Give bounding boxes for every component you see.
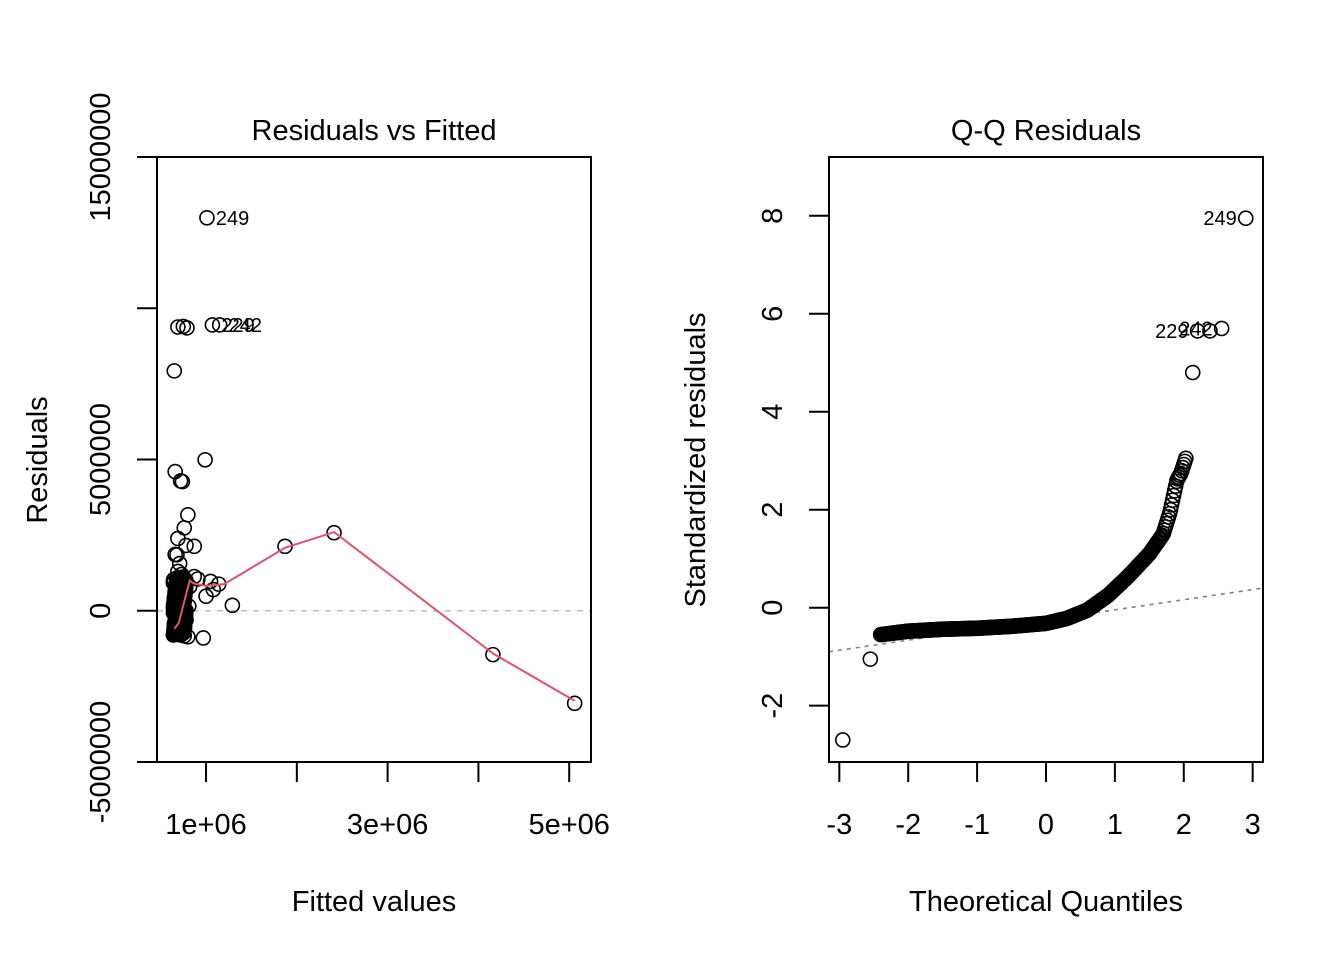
x-tick-label: 0 — [1038, 809, 1054, 841]
data-point — [326, 524, 342, 541]
data-point — [1237, 210, 1254, 227]
data-point — [180, 507, 196, 523]
x-tick-label: -2 — [895, 809, 921, 841]
y-tick-label: 4 — [757, 404, 789, 420]
y-tick-label: 2 — [757, 502, 789, 518]
data-point — [171, 555, 188, 572]
data-point — [174, 473, 191, 490]
x-tick-label: 5e+06 — [528, 809, 609, 841]
plot-frame — [828, 156, 1264, 763]
x-tick-label: -1 — [964, 809, 990, 841]
smoother-line — [173, 530, 576, 702]
y-axis-label: Residuals — [22, 396, 54, 523]
data-point — [186, 538, 203, 555]
point-label: 229 — [1155, 321, 1188, 343]
data-point — [171, 610, 188, 627]
data-point — [204, 317, 221, 333]
plot-frame — [156, 156, 592, 763]
data-point — [1213, 320, 1230, 337]
data-point — [1189, 323, 1206, 339]
data-point — [197, 452, 213, 468]
data-point — [180, 628, 196, 645]
data-point — [202, 573, 219, 590]
data-point — [168, 614, 184, 631]
y-tick-label: 0 — [757, 600, 789, 616]
x-tick-label: 2 — [1176, 809, 1192, 841]
point-label: 249 — [216, 208, 249, 230]
x-tick-label: 1e+06 — [165, 809, 246, 841]
x-axis-label: Theoretical Quantiles — [909, 886, 1183, 918]
data-point — [834, 732, 851, 748]
data-point — [566, 695, 583, 712]
point-label: 242 — [229, 315, 262, 337]
data-point — [1202, 323, 1218, 339]
data-point — [199, 210, 215, 226]
y-tick-label: 6 — [757, 306, 789, 322]
data-point — [178, 537, 194, 554]
point-label: 249 — [1203, 208, 1236, 230]
data-point — [167, 463, 183, 480]
data-point — [179, 320, 195, 336]
data-point — [170, 319, 186, 335]
data-point — [485, 646, 501, 663]
x-tick-label: -3 — [826, 809, 852, 841]
y-tick-label: 5000000 — [85, 403, 117, 516]
data-point — [198, 588, 214, 605]
chart-title: Residuals vs Fitted — [252, 115, 497, 147]
data-point — [211, 317, 228, 333]
data-point — [862, 651, 879, 667]
residuals-vs-fitted-panel: Residuals vs Fitted Fitted values Residu… — [22, 92, 610, 918]
x-axis-label: Fitted values — [292, 886, 456, 918]
axis-ticks: -3 -2 -1 0 1 2 3 -2 0 2 4 6 8 — [757, 208, 1261, 841]
point-label: 242 — [1179, 318, 1212, 340]
data-point — [175, 599, 192, 616]
y-tick-label: 0 — [85, 603, 117, 619]
y-tick-label: -5000000 — [85, 701, 117, 824]
data-point — [224, 597, 241, 614]
x-tick-label: 1 — [1107, 809, 1123, 841]
data-point — [176, 520, 193, 536]
chart-title: Q-Q Residuals — [951, 115, 1141, 147]
data-point — [166, 363, 183, 379]
y-tick-label: -2 — [757, 693, 789, 719]
x-tick-label: 3 — [1245, 809, 1261, 841]
data-point — [1178, 450, 1194, 467]
data-point — [195, 630, 212, 646]
axis-ticks: 1e+06 3e+06 5e+06 -5000000 0 5000000 15000000 — [85, 92, 610, 841]
y-tick-label: 8 — [757, 208, 789, 224]
lowess-smoother-path — [173, 530, 576, 702]
x-tick-label: 3e+06 — [347, 809, 428, 841]
y-tick-label: 15000000 — [85, 92, 117, 221]
qq-residuals-panel: Q-Q Residuals Theoretical Quantiles Stan… — [680, 115, 1264, 918]
data-point — [170, 575, 186, 592]
data-point — [169, 546, 185, 563]
y-axis-label: Standardized residuals — [680, 312, 712, 607]
point-label: 229 — [221, 315, 254, 337]
data-point — [1184, 364, 1201, 381]
data-point — [173, 566, 190, 583]
